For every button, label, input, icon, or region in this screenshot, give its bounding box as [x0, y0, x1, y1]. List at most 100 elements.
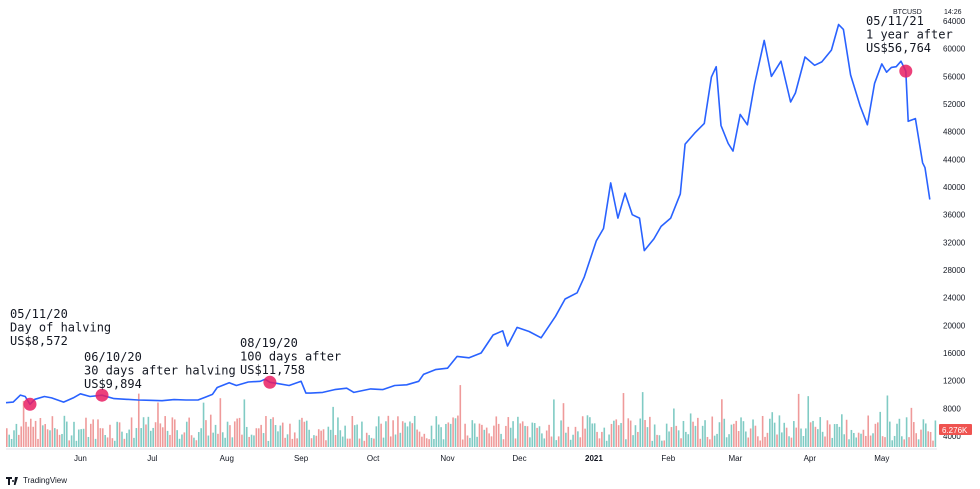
annotation-line: US$11,758: [240, 363, 305, 377]
volume-bar: [286, 434, 289, 447]
volume-bar: [449, 423, 452, 447]
volume-bar: [284, 437, 286, 447]
volume-bar: [889, 421, 891, 447]
volume-bar: [104, 435, 106, 447]
volume-bar: [901, 436, 903, 447]
volume-bar: [850, 429, 853, 447]
price-line: [5, 23, 931, 406]
volume-bar: [53, 428, 56, 447]
volume-bar: [485, 427, 488, 447]
volume-bar: [831, 437, 834, 447]
volume-bar: [778, 415, 781, 447]
y-tick-label: 16000: [943, 349, 966, 358]
volume-bar: [740, 417, 742, 447]
volume-bar: [917, 439, 920, 447]
volume-bar: [320, 430, 322, 447]
volume-bar: [279, 425, 282, 447]
volume-bar: [821, 431, 824, 447]
y-tick-label: 52000: [943, 100, 966, 109]
volume-bar: [658, 435, 661, 447]
volume-bar: [406, 426, 409, 447]
x-tick-label: May: [874, 454, 889, 463]
volume-bar: [733, 423, 735, 447]
volume-bar: [394, 434, 397, 447]
volume-bar: [466, 435, 469, 447]
volume-bar: [313, 435, 315, 447]
volume-bar: [807, 396, 810, 447]
volume-bar: [41, 425, 44, 447]
volume-bar: [603, 427, 606, 447]
volume-bar: [197, 432, 200, 447]
volume-bar: [205, 420, 207, 447]
volume-bar: [241, 434, 243, 447]
volume-bar: [224, 437, 226, 447]
x-axis: Jun Jul Aug Sep Oct Nov Dec 2021 Feb Mar Apr May: [6, 448, 937, 463]
volume-bar: [183, 432, 186, 447]
volume-bar: [217, 433, 219, 447]
volume-badge-bg: [939, 424, 972, 435]
volume-bar: [927, 431, 929, 447]
volume-bar: [593, 423, 596, 447]
volume-bar: [32, 426, 34, 447]
volume-bar: [281, 422, 284, 447]
volume-bar: [308, 429, 310, 447]
volume-bar: [425, 438, 428, 447]
volume-bar: [99, 428, 102, 447]
volume-bar: [824, 436, 826, 447]
volume-bar: [776, 434, 778, 447]
annotation-line: 06/10/20: [84, 350, 142, 364]
volume-bar: [214, 424, 217, 447]
footer-brand: TradingView: [23, 476, 68, 485]
volume-bar: [349, 438, 351, 447]
volume-bar: [373, 438, 375, 447]
volume-bar: [58, 434, 61, 447]
annotation-line: 05/11/20: [10, 307, 68, 321]
volume-bar: [121, 431, 123, 447]
volume-bar: [421, 436, 423, 447]
volume-bar: [159, 423, 162, 447]
volume-bar: [932, 440, 934, 447]
volume-bar: [677, 430, 680, 447]
volume-bar: [752, 419, 754, 447]
y-tick-label: 12000: [943, 377, 966, 386]
volume-bar: [922, 419, 925, 447]
volume-badge: 6.276K: [939, 424, 972, 435]
volume-bar: [233, 421, 236, 447]
volume-bar: [651, 440, 654, 447]
volume-bar: [893, 435, 896, 447]
volume-bar: [157, 402, 159, 447]
volume-bar: [442, 439, 445, 447]
x-tick-label: Nov: [440, 454, 454, 463]
volume-bar: [601, 431, 603, 447]
volume-bar: [409, 421, 411, 447]
volume-bar: [692, 421, 694, 447]
volume-bar: [291, 438, 294, 447]
volume-bar: [243, 399, 246, 447]
volume-bar: [27, 426, 30, 447]
volume-bar: [178, 438, 181, 447]
volume-bar: [795, 427, 798, 447]
volume-bar: [793, 421, 795, 447]
volume-bar: [142, 417, 145, 447]
volume-bar: [123, 438, 126, 447]
volume-bar: [272, 417, 274, 447]
volume-bar: [598, 438, 601, 447]
annotation-line: US$8,572: [10, 334, 68, 348]
x-tick-label: Dec: [512, 454, 526, 463]
volume-bar: [716, 433, 718, 447]
volume-bar: [29, 418, 32, 447]
volume-bar: [665, 423, 668, 447]
volume-bar: [351, 416, 354, 447]
volume-bar: [322, 429, 325, 447]
volume-bar: [713, 435, 716, 447]
volume-bar: [869, 435, 872, 447]
volume-bar: [800, 428, 802, 447]
volume-bar: [471, 420, 474, 447]
volume-bar: [377, 416, 380, 447]
volume-bar: [332, 406, 334, 447]
volume-bar: [788, 436, 790, 447]
volume-bar: [833, 424, 836, 447]
volume-bar: [644, 420, 646, 447]
volume-bar: [721, 399, 723, 447]
